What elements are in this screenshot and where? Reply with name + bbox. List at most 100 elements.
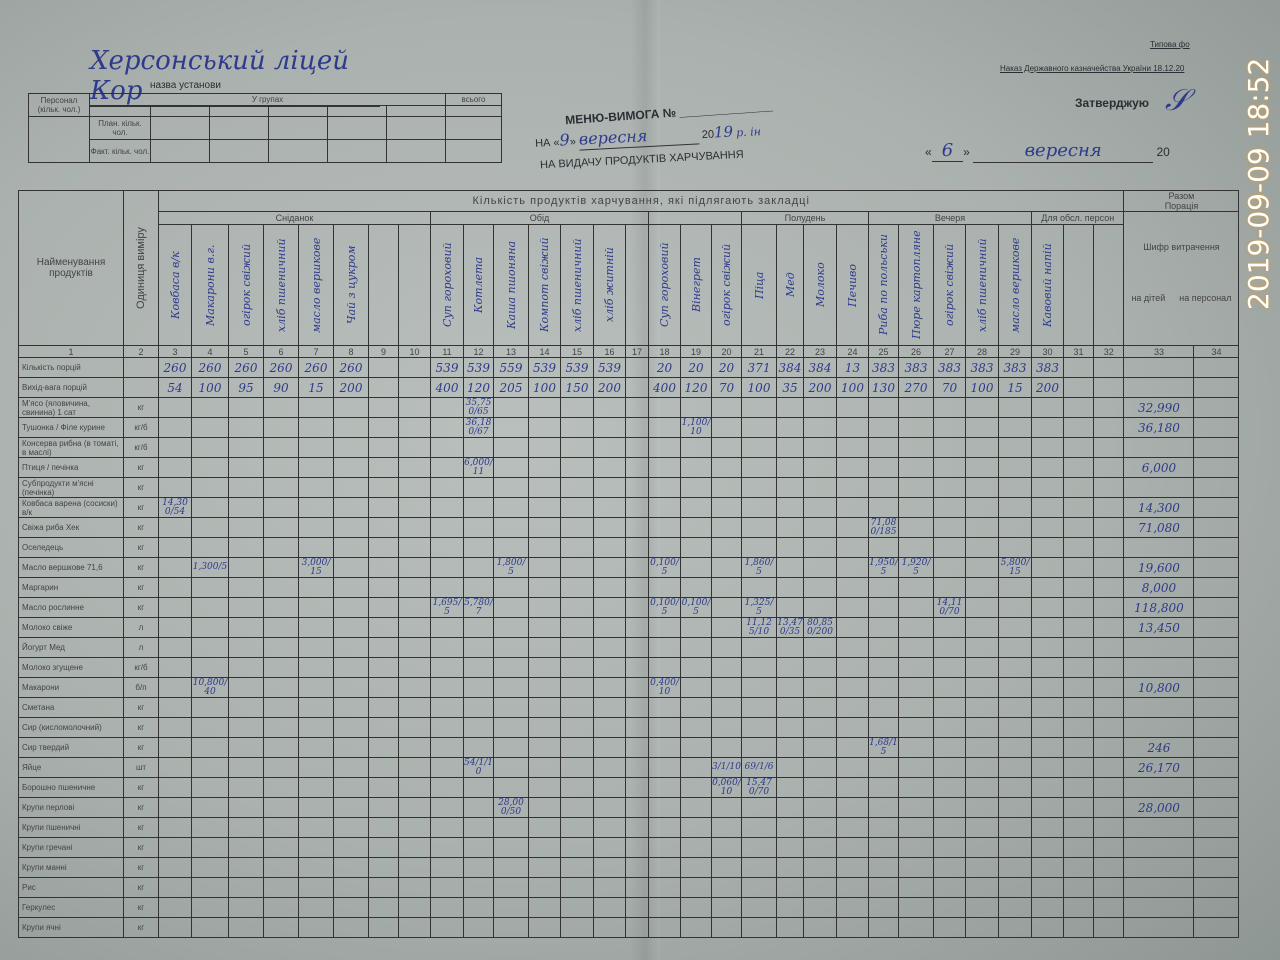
quantity-cell <box>1063 657 1094 678</box>
quantity-cell <box>430 397 464 418</box>
column-number: 3 <box>158 345 192 358</box>
quantity-cell <box>648 857 681 878</box>
quantity-cell: 400 <box>648 377 681 398</box>
quantity-cell <box>158 797 192 818</box>
quantity-cell <box>965 717 999 738</box>
dish-name-cell <box>1092 224 1125 346</box>
quantity-cell <box>803 537 837 558</box>
quantity-cell <box>648 417 681 438</box>
quantity-cell <box>463 777 494 798</box>
quantity-cell: 539 <box>560 357 594 378</box>
products-grid: Найменування продуктів Одиниця виміру Кіль… <box>18 190 1240 938</box>
quantity-cell <box>398 877 431 898</box>
product-name: Яйце <box>18 757 124 778</box>
quantity-cell <box>191 897 229 918</box>
quantity-cell <box>711 517 742 538</box>
quantity-cell <box>776 697 804 718</box>
quantity-cell <box>1063 577 1094 598</box>
quantity-cell <box>625 517 649 538</box>
quantity-cell <box>803 697 837 718</box>
quantity-cell <box>430 877 464 898</box>
column-number: 16 <box>593 345 626 358</box>
staff-cell <box>28 116 90 163</box>
quantity-cell <box>868 877 899 898</box>
quantity-cell <box>593 837 626 858</box>
quantity-cell <box>368 917 399 938</box>
column-number: 2 <box>123 345 159 358</box>
quantity-cell <box>776 437 804 458</box>
quantity-cell <box>430 417 464 438</box>
quantity-cell <box>368 537 399 558</box>
unit-header-text: Одиниця виміру <box>134 227 147 309</box>
quantity-cell <box>680 397 712 418</box>
total-staff-cell <box>1193 657 1240 678</box>
groups-label: У групах <box>89 93 446 106</box>
quantity-cell <box>680 717 712 738</box>
quantity-cell <box>263 437 299 458</box>
quantity-cell <box>898 697 934 718</box>
product-row: Молоко згущене кг/б <box>18 657 1240 678</box>
quantity-cell <box>228 657 264 678</box>
quantity-cell <box>298 777 334 798</box>
quantity-cell: 1,860/5 <box>741 557 777 578</box>
quantity-cell <box>1063 357 1094 378</box>
quantity-cell <box>228 637 264 658</box>
quantity-cell <box>1063 617 1094 638</box>
quantity-cell <box>648 917 681 938</box>
quantity-cell <box>898 637 934 658</box>
quantity-cell <box>1063 537 1094 558</box>
product-unit: кг <box>123 737 159 758</box>
dish-name: Каша пшоняна <box>504 241 518 330</box>
quantity-cell <box>398 617 431 638</box>
quantity-cell <box>998 917 1032 938</box>
quantity-header: Кількість продуктів харчування, які підл… <box>157 190 1125 212</box>
dish-name-cell: Мед <box>776 224 804 346</box>
quantity-cell <box>191 837 229 858</box>
quantity-cell <box>158 457 192 478</box>
product-name: Крупи ячні <box>18 917 124 938</box>
quantity-cell <box>263 857 299 878</box>
quantity-cell <box>493 597 529 618</box>
quantity-cell <box>868 897 899 918</box>
quantity-cell <box>741 637 777 658</box>
quantity-cell <box>398 917 431 938</box>
quantity-cell <box>333 697 369 718</box>
quantity-cell <box>868 477 899 498</box>
quantity-cell <box>836 437 869 458</box>
quantity-cell <box>836 657 869 678</box>
quantity-cell <box>933 837 966 858</box>
approve-date: «6» вересня 20 <box>925 140 1170 163</box>
quantity-cell <box>1063 797 1094 818</box>
quantity-cell <box>1063 377 1094 398</box>
quantity-cell <box>933 897 966 918</box>
quantity-cell <box>776 497 804 518</box>
quantity-cell <box>803 757 837 778</box>
quantity-cell <box>1063 677 1094 698</box>
product-row: Сметана кг <box>18 697 1240 718</box>
quantity-cell <box>648 837 681 858</box>
quantity-cell <box>560 697 594 718</box>
quantity-cell <box>803 457 837 478</box>
quantity-cell <box>298 817 334 838</box>
quantity-cell: 100 <box>741 377 777 398</box>
product-name: Крупи пшеничні <box>18 817 124 838</box>
quantity-cell <box>1063 637 1094 658</box>
quantity-cell <box>560 517 594 538</box>
quantity-cell <box>741 897 777 918</box>
column-number: 30 <box>1031 345 1064 358</box>
quantity-cell <box>333 557 369 578</box>
quantity-cell: 120 <box>463 377 494 398</box>
quantity-cell <box>625 837 649 858</box>
quantity-cell <box>228 837 264 858</box>
quantity-cell: 384 <box>776 357 804 378</box>
quantity-cell <box>228 817 264 838</box>
quantity-cell <box>965 757 999 778</box>
total-header: Разом Порація <box>1123 190 1240 212</box>
quantity-cell <box>1031 657 1064 678</box>
quantity-cell <box>528 517 561 538</box>
quantity-cell <box>191 657 229 678</box>
quantity-cell <box>965 737 999 758</box>
quantity-cell <box>228 617 264 638</box>
dish-name: Суп гороховий <box>440 242 454 328</box>
quantity-cell <box>191 857 229 878</box>
